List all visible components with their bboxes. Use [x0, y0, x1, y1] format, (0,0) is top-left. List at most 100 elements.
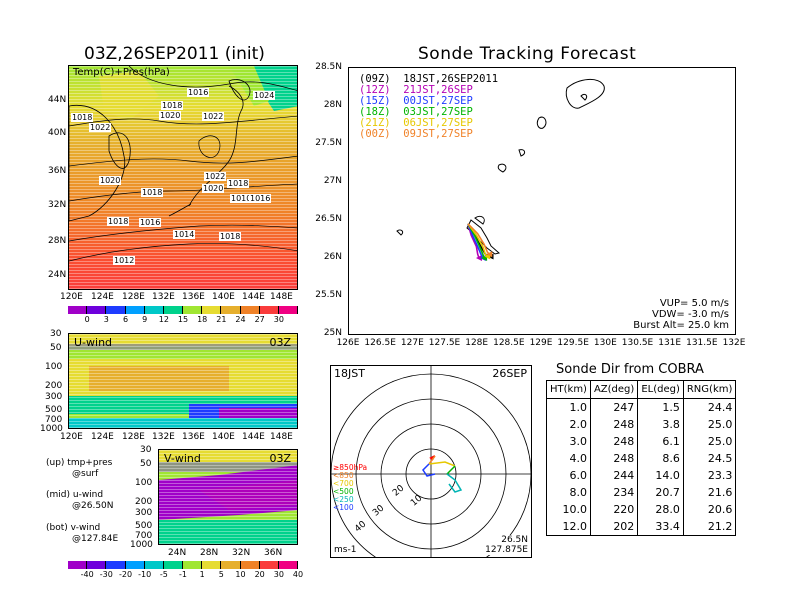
table-cell: 6.0	[546, 467, 591, 484]
table-cell: 33.4	[637, 518, 684, 536]
map-y-tick: 32N	[48, 200, 67, 210]
colorbar-swatch	[125, 561, 145, 569]
tracking-y-tick: 25N	[323, 328, 342, 338]
tracking-x-tick: 129E	[529, 338, 553, 348]
map-x-tick: 148E	[270, 292, 293, 302]
isobar-label: 1018	[161, 101, 184, 110]
colorbar-label: -5	[159, 570, 168, 579]
map-x-tick: 132E	[152, 292, 175, 302]
colorbar-label: 30	[273, 570, 284, 579]
polar-time-label: 18JST	[334, 367, 365, 380]
polar-hodograph: 18JST 26SEP 10 20 30 40 ≥850hPa <850 <70…	[330, 365, 532, 558]
table-row: 12.0 202 33.4 21.2	[546, 518, 737, 536]
u-y-tick: 1000	[40, 424, 63, 434]
burst-altitude: Burst Alt= 25.0 km	[633, 320, 729, 331]
u-x-tick: 148E	[270, 432, 293, 442]
note-u-wind: (mid) u-wind @26.50N	[46, 490, 114, 511]
level-item: <500	[333, 487, 354, 496]
v-x-tick: 28N	[200, 548, 219, 558]
tracking-title: Sonde Tracking Forecast	[418, 44, 637, 64]
table-cell: 244	[589, 467, 639, 484]
colorbar-swatch	[221, 561, 241, 569]
isobar-label: 1022	[204, 172, 227, 181]
tracking-x-tick: 128.5E	[493, 338, 525, 348]
legend-item: (21Z) 06JST,27SEP	[359, 117, 473, 129]
u-y-tick: 500	[45, 405, 63, 415]
table-cell: 248	[589, 450, 639, 467]
tracking-y-tick: 26N	[323, 252, 342, 262]
colorbar-swatch	[125, 306, 145, 314]
v-y-tick: 300	[135, 508, 153, 518]
colorbar-label: 15	[177, 315, 189, 324]
colorbar-swatch	[259, 561, 279, 569]
table-cell: 3.0	[546, 433, 591, 450]
map-y-tick: 28N	[48, 236, 67, 246]
table-cell: 23.3	[682, 467, 737, 484]
table-row: 10.0 220 28.0 20.6	[546, 501, 737, 518]
isobar-label: 1022	[89, 123, 112, 132]
table-cell: 248	[589, 416, 639, 433]
map-y-tick: 40N	[48, 128, 67, 138]
colorbar-swatch	[68, 306, 88, 314]
u-x-tick: 144E	[242, 432, 265, 442]
u-y-tick: 300	[45, 392, 63, 402]
colorbar-swatch	[87, 306, 107, 314]
colorbar-swatch	[202, 306, 222, 314]
colorbar-swatch	[183, 306, 203, 314]
note-surface: (up) tmp+pres @surf	[46, 458, 113, 479]
level-item: <250	[333, 495, 354, 504]
colorbar-label: 24	[235, 315, 246, 324]
isobar-label: 1014	[173, 230, 196, 239]
table-row: 8.0 234 20.7 21.6	[546, 484, 737, 501]
u-x-tick: 124E	[91, 432, 114, 442]
tracking-x-tick: 127.5E	[428, 338, 461, 348]
tracking-x-tick: 132E	[722, 338, 746, 348]
colorbar-label: -10	[138, 570, 152, 579]
u-wind-svg	[69, 334, 297, 428]
map-x-tick: 124E	[91, 292, 114, 302]
isobar-label: 1012	[113, 256, 136, 265]
colorbar-swatch	[259, 306, 279, 314]
v-x-tick: 36N	[264, 548, 283, 558]
u-y-tick: 700	[45, 415, 63, 425]
table-row: 4.0 248 8.6 24.5	[546, 450, 737, 467]
landing-marker	[486, 251, 493, 258]
tracking-x-tick: 126E	[336, 338, 360, 348]
descent-speed: VDW= -3.0 m/s	[652, 309, 729, 320]
map-y-tick: 36N	[48, 166, 67, 176]
v-y-tick: 30	[140, 445, 152, 455]
colorbar-swatch	[68, 561, 88, 569]
table-cell: 10.0	[546, 501, 591, 518]
temperature-colorbar-labels: 0 3 6 9 12 15 18 21 24 27 30	[68, 315, 298, 325]
v-y-tick: 500	[135, 521, 153, 531]
colorbar-swatch	[183, 561, 203, 569]
legend-item: (00Z) 09JST,27SEP	[359, 128, 473, 140]
map-x-tick: 140E	[212, 292, 235, 302]
u-y-tick: 100	[45, 362, 63, 372]
colorbar-label: 5	[218, 570, 224, 579]
table-cell: 20.7	[637, 484, 684, 501]
v-wind-svg	[159, 450, 297, 544]
table-cell: 4.0	[546, 450, 591, 467]
table-cell: 247	[589, 398, 639, 416]
colorbar-label: -30	[99, 570, 113, 579]
colorbar-swatch	[240, 306, 260, 314]
u-wind-label: U-wind	[74, 336, 113, 349]
trajectory-line	[467, 223, 485, 259]
pressure-level-legend: ≥850hPa <850 <700 <500 <250 <100	[333, 464, 367, 512]
legend-item: (09Z) 18JST,26SEP2011	[359, 73, 499, 85]
colorbar-swatch	[163, 561, 184, 569]
tracking-y-tick: 27N	[323, 176, 342, 186]
table-row: 6.0 244 14.0 23.3	[546, 467, 737, 484]
v-y-tick: 200	[135, 497, 153, 507]
table-cell: 12.0	[546, 518, 591, 536]
table-cell: 14.0	[637, 467, 684, 484]
isobar-label: 1020	[99, 176, 122, 185]
trajectory-line	[467, 223, 480, 259]
table-cell: 248	[589, 433, 639, 450]
map-x-tick: 120E	[60, 292, 83, 302]
table-cell: 3.8	[637, 416, 684, 433]
colorbar-swatch	[278, 306, 299, 314]
note-v-wind: (bot) v-wind @127.84E	[46, 523, 119, 544]
table-cell: 24.5	[682, 450, 737, 467]
